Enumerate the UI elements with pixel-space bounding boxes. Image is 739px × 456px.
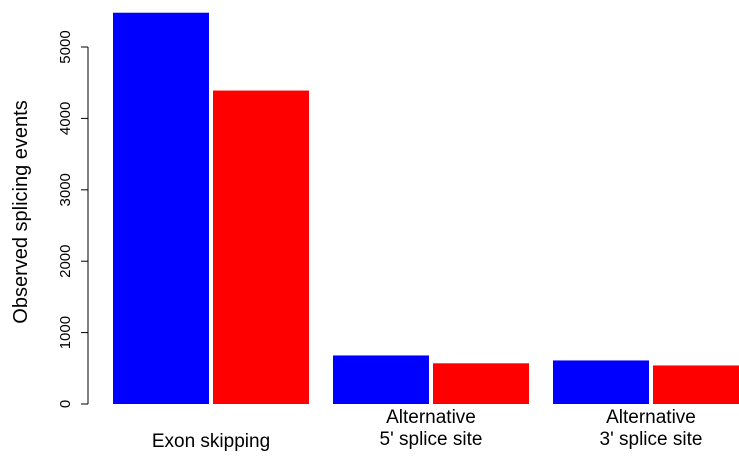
bar bbox=[653, 365, 739, 404]
bar bbox=[333, 355, 429, 404]
y-tick-label: 5000 bbox=[57, 30, 74, 63]
category-label: Exon skipping bbox=[152, 431, 270, 452]
y-axis-title: Observed splicing events bbox=[10, 100, 32, 323]
category-label: Alternative bbox=[606, 407, 696, 428]
y-tick-label: 2000 bbox=[57, 245, 74, 278]
y-tick-label: 3000 bbox=[57, 173, 74, 206]
bars-group bbox=[113, 12, 739, 405]
y-tick-label: 0 bbox=[57, 400, 74, 408]
bar bbox=[553, 360, 649, 404]
y-axis: 0 1000 2000 3000 4000 5000 bbox=[57, 30, 89, 408]
y-tick-label: 4000 bbox=[57, 102, 74, 135]
category-label: 3' splice site bbox=[600, 429, 703, 450]
y-tick-label: 1000 bbox=[57, 316, 74, 349]
bar bbox=[433, 363, 529, 404]
category-label: Alternative bbox=[386, 407, 476, 428]
category-label: 5' splice site bbox=[380, 429, 483, 450]
bar bbox=[213, 90, 309, 404]
bar bbox=[113, 12, 209, 405]
